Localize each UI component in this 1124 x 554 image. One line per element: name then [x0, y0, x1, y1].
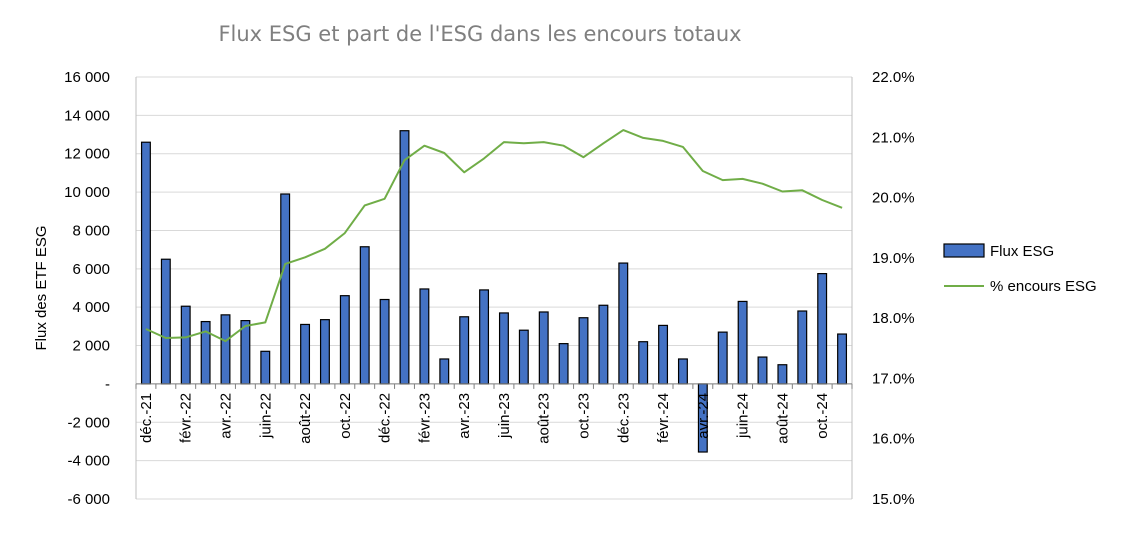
line-path [145, 129, 843, 343]
x-tick-label: avr.-24 [695, 393, 712, 439]
bar [419, 288, 430, 385]
x-tick-label: déc.-21 [138, 393, 155, 443]
bar [220, 314, 231, 385]
y-left-tick-label: 4 000 [72, 299, 110, 316]
y-left-tick-label: - [105, 376, 110, 393]
y-right-tick-label: 22.0% [872, 69, 915, 86]
bar [180, 305, 191, 385]
x-tick-label: févr.-24 [655, 393, 672, 443]
y-left-tick-label: 14 000 [64, 107, 110, 124]
bar [518, 329, 529, 385]
bar [677, 358, 688, 385]
x-tick-label: juin-23 [496, 393, 513, 439]
bar [300, 323, 311, 385]
bar [737, 300, 748, 385]
x-tick-label: févr.-23 [416, 393, 433, 443]
legend-label-flux-esg: Flux ESG [990, 243, 1054, 260]
y-left-tick-label: 2 000 [72, 338, 110, 355]
bar [260, 350, 271, 385]
bar [757, 356, 768, 385]
x-tick-label: oct.-22 [337, 393, 354, 439]
bar [399, 130, 410, 385]
bar [479, 289, 490, 385]
legend: Flux ESG % encours ESG [943, 243, 1097, 295]
bar [459, 316, 470, 385]
y-left-tick-label: -4 000 [67, 453, 110, 470]
grid-layer [136, 76, 852, 500]
legend-label-encours-esg: % encours ESG [990, 278, 1097, 295]
y-left-tick-label: 16 000 [64, 69, 110, 86]
y-left-tick-label: 8 000 [72, 222, 110, 239]
line-series-encours-esg [145, 129, 843, 343]
bar [280, 193, 291, 385]
x-tick-label: août-22 [297, 393, 314, 444]
bar [498, 312, 509, 385]
bar [379, 298, 390, 385]
x-tick-label: avr.-22 [218, 393, 235, 439]
x-tick-label: avr.-23 [456, 393, 473, 439]
bar [638, 341, 649, 385]
x-tick-label: déc.-22 [377, 393, 394, 443]
bar [777, 364, 788, 385]
bar [319, 319, 330, 385]
y-left-tick-label: -2 000 [67, 414, 110, 431]
y-left-tick-label: 10 000 [64, 184, 110, 201]
bar [658, 324, 669, 385]
bar [439, 358, 450, 385]
bar-series-flux-esg [140, 130, 848, 453]
x-tick-label: oct.-23 [576, 393, 593, 439]
y-left-tick-label: -6 000 [67, 491, 110, 508]
bar [797, 310, 808, 385]
bar [598, 304, 609, 385]
bar [160, 258, 171, 385]
x-tick-label: juin-22 [257, 393, 274, 439]
bar [339, 295, 350, 385]
bar [359, 246, 370, 385]
x-tick-label: déc.-23 [615, 393, 632, 443]
bar [140, 141, 151, 385]
axis-layer [135, 77, 853, 499]
y-left-tick-label: 12 000 [64, 146, 110, 163]
x-tick-label: août-23 [536, 393, 553, 444]
legend-swatch-flux-esg [943, 243, 985, 258]
x-tick-label: août-24 [774, 393, 791, 444]
bar [717, 331, 728, 385]
y-left-tick-label: 6 000 [72, 261, 110, 278]
x-tick-label: juin-24 [735, 393, 752, 439]
bar [578, 317, 589, 385]
y-right-tick-label: 20.0% [872, 190, 915, 207]
y-right-tick-label: 16.0% [872, 431, 915, 448]
bar [837, 333, 848, 385]
y-right-tick-label: 19.0% [872, 250, 915, 267]
x-tick-label: févr.-22 [178, 393, 195, 443]
y-axis-title: Flux des ETF ESG [33, 225, 50, 350]
bar [240, 320, 251, 385]
bar [538, 311, 549, 385]
y-right-tick-label: 21.0% [872, 129, 915, 146]
y-right-tick-label: 17.0% [872, 370, 915, 387]
bar [558, 343, 569, 385]
chart-title: Flux ESG et part de l'ESG dans les encou… [218, 22, 742, 46]
bar [618, 262, 629, 385]
x-tick-label: oct.-24 [814, 393, 831, 439]
y-right-tick-label: 18.0% [872, 310, 915, 327]
bar [817, 273, 828, 385]
y-right-tick-label: 15.0% [872, 491, 915, 508]
